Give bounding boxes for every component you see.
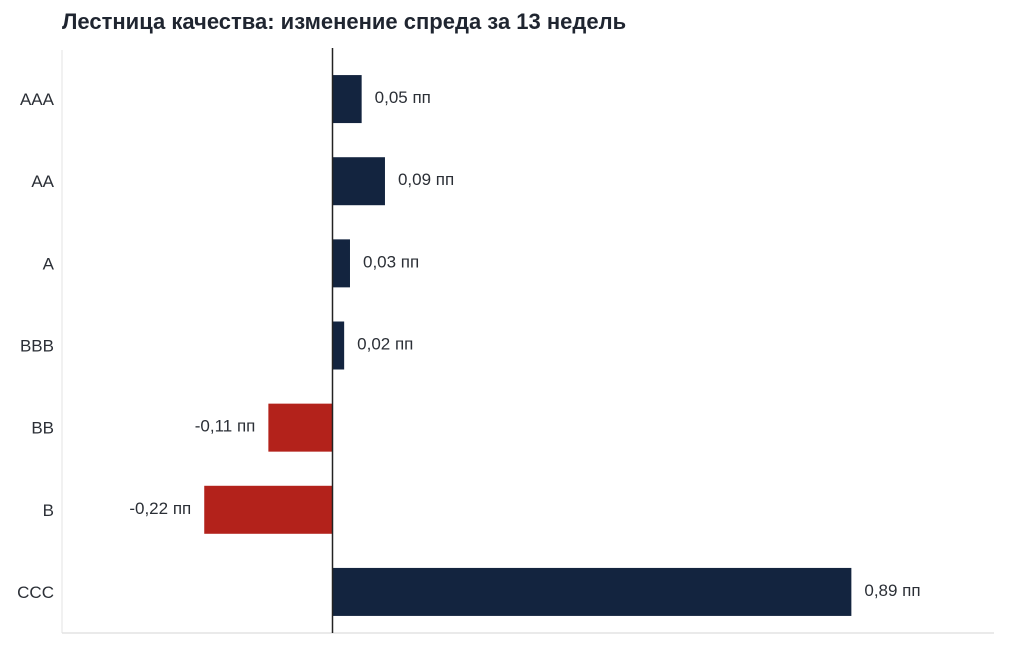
data-label-aaa: 0,05 пп [375, 88, 431, 107]
bar-aaa [332, 75, 362, 124]
data-label-bbb: 0,02 пп [357, 335, 413, 354]
bar-b [204, 485, 333, 534]
bars-group: AAA 0,05 пп AA 0,09 пп A 0,03 пп BBB 0,02 пп BB -… [17, 75, 921, 616]
category-label-aa: AA [31, 172, 54, 191]
data-label-ccc: 0,89 пп [864, 581, 920, 600]
bar-ccc [332, 567, 852, 616]
data-label-bb: -0,11 пп [195, 417, 256, 436]
bar-bb [268, 403, 333, 452]
data-label-a: 0,03 пп [363, 252, 419, 271]
data-label-b: -0,22 пп [129, 499, 191, 518]
data-label-aa: 0,09 пп [398, 170, 454, 189]
category-label-bb: BB [31, 419, 54, 438]
bar-a [332, 239, 350, 288]
category-label-bbb: BBB [20, 337, 54, 356]
bar-aa [332, 157, 385, 206]
category-label-b: B [43, 501, 54, 520]
category-label-a: A [43, 254, 55, 273]
chart-title: Лестница качества: изменение спреда за 1… [62, 9, 627, 34]
category-label-aaa: AAA [20, 90, 55, 109]
bar-bbb [332, 321, 345, 370]
category-label-ccc: CCC [17, 583, 54, 602]
